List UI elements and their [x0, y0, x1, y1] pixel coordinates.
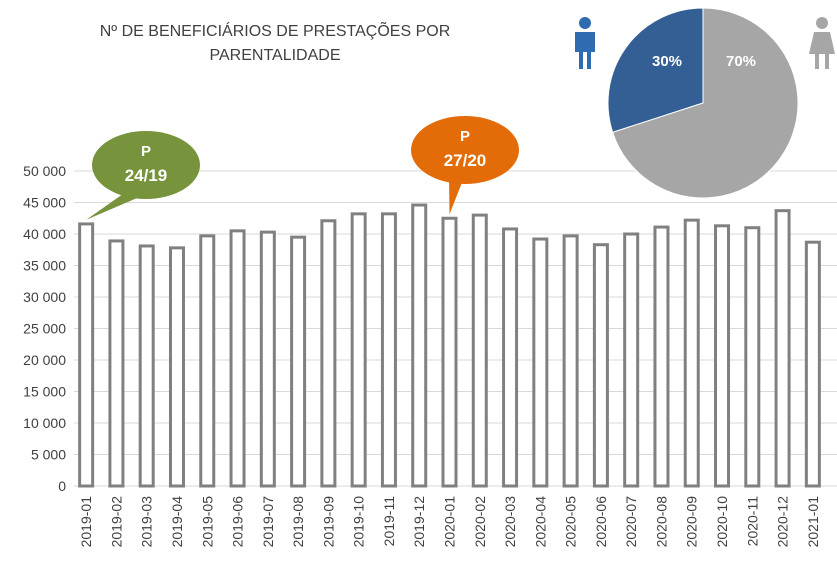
y-tick-label: 45 000: [23, 195, 66, 211]
bar: [290, 235, 307, 488]
callout-bubble: [92, 131, 200, 199]
y-tick-label: 15 000: [23, 384, 66, 400]
chart-title: Nº DE BENEFICIÁRIOS DE PRESTAÇÕES POR PA…: [99, 23, 451, 64]
x-tick-label: 2020-10: [714, 496, 730, 548]
pie-slice: [612, 7, 799, 199]
bar: [320, 219, 337, 488]
bar: [441, 216, 458, 488]
bar: [653, 225, 670, 488]
bar: [502, 227, 519, 488]
x-tick-label: 2019-10: [351, 496, 367, 548]
y-tick-label: 20 000: [23, 352, 66, 368]
x-tick-label: 2020-06: [593, 496, 609, 548]
y-tick-label: 25 000: [23, 321, 66, 337]
pie-label: 30%: [652, 53, 682, 70]
x-tick-label: 2019-07: [260, 496, 276, 548]
callout-label: P: [460, 128, 470, 145]
x-tick-label: 2019-03: [139, 496, 155, 548]
x-tick-label: 2019-06: [230, 496, 246, 548]
x-tick-label: 2020-04: [532, 496, 548, 548]
bar: [471, 213, 488, 488]
bar: [532, 237, 549, 488]
x-tick-label: 2019-05: [199, 496, 215, 548]
x-tick-label: 2020-02: [472, 496, 488, 548]
callout-bubble: [411, 116, 519, 184]
callout-text: 27/20: [444, 151, 487, 170]
x-tick-label: 2019-01: [78, 496, 94, 548]
x-tick-label: 2021-01: [805, 496, 821, 548]
bar: [78, 222, 95, 488]
male-icon: [575, 17, 595, 69]
x-tick-label: 2019-12: [411, 496, 427, 548]
bar: [138, 244, 155, 488]
bar: [714, 224, 731, 488]
x-tick-label: 2020-11: [744, 496, 760, 547]
female-icon: [809, 17, 835, 69]
bar: [683, 218, 700, 488]
x-tick-label: 2019-11: [381, 496, 397, 547]
x-tick-label: 2019-08: [290, 496, 306, 548]
x-tick-label: 2019-09: [320, 496, 336, 548]
y-tick-label: 0: [58, 478, 66, 494]
x-tick-label: 2019-04: [169, 496, 185, 548]
bar: [774, 209, 791, 488]
bar: [623, 232, 640, 488]
bar: [744, 226, 761, 488]
bar: [411, 203, 428, 488]
x-tick-label: 2020-05: [563, 496, 579, 548]
x-tick-label: 2020-07: [623, 496, 639, 548]
bar: [804, 240, 821, 488]
x-tick-label: 2020-03: [502, 496, 518, 548]
pie-label: 70%: [726, 53, 756, 70]
y-tick-label: 30 000: [23, 289, 66, 305]
callout-bubble: [449, 174, 463, 215]
x-tick-label: 2020-09: [684, 496, 700, 548]
bar: [592, 243, 609, 488]
bar: [108, 239, 125, 488]
pie-slice: [607, 7, 704, 133]
bar: [229, 229, 246, 488]
callout-label: P: [141, 143, 151, 160]
y-tick-label: 40 000: [23, 226, 66, 242]
y-tick-label: 35 000: [23, 258, 66, 274]
y-tick-label: 10 000: [23, 415, 66, 431]
x-tick-label: 2020-08: [653, 496, 669, 548]
bar: [380, 212, 397, 488]
bar: [562, 234, 579, 488]
y-tick-label: 50 000: [23, 163, 66, 179]
bar: [259, 230, 276, 488]
bar: [350, 212, 367, 488]
x-tick-label: 2020-01: [442, 496, 458, 548]
bar: [168, 246, 185, 488]
x-tick-label: 2019-02: [108, 496, 124, 548]
callout-text: 24/19: [125, 166, 168, 185]
x-tick-label: 2020-12: [775, 496, 791, 548]
y-tick-label: 5 000: [31, 447, 66, 463]
bar: [199, 234, 216, 488]
